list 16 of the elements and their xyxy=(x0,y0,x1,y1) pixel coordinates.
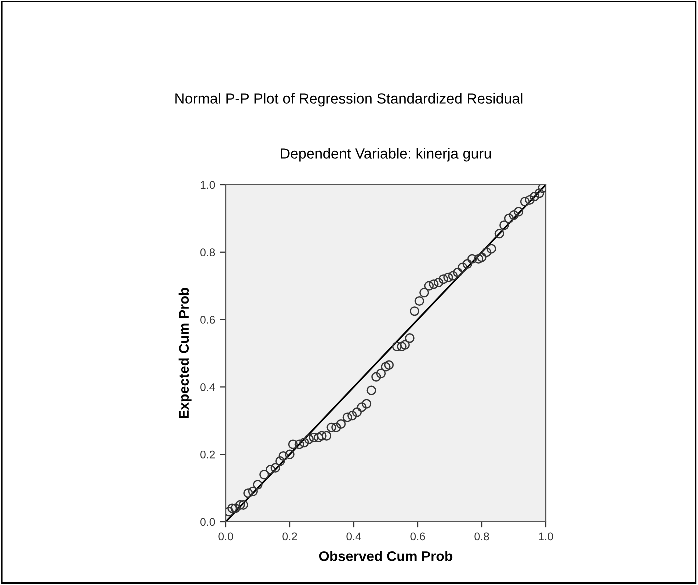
y-tick-label: 1.0 xyxy=(200,181,216,190)
chart-subtitle: Dependent Variable: kinerja guru xyxy=(281,148,492,162)
x-tick-label: 0.4 xyxy=(346,532,362,541)
x-tick-label: 0.0 xyxy=(218,532,234,541)
y-tick-label: 0.4 xyxy=(200,383,216,392)
x-tick-label: 0.2 xyxy=(282,532,298,541)
x-tick-label: 1.0 xyxy=(539,532,554,541)
y-axis-title: Expected Cum Prob xyxy=(178,288,192,419)
y-tick-label: 0.8 xyxy=(200,248,216,257)
x-axis-title: Observed Cum Prob xyxy=(319,551,453,562)
y-tick-label: 0.0 xyxy=(200,518,216,526)
x-tick-label: 0.8 xyxy=(474,532,490,541)
y-tick-label: 0.2 xyxy=(200,450,216,459)
y-tick-label: 0.6 xyxy=(200,316,216,324)
x-tick-label: 0.6 xyxy=(410,532,426,541)
chart-title: Normal P-P Plot of Regression Standardized Residual xyxy=(176,93,523,107)
